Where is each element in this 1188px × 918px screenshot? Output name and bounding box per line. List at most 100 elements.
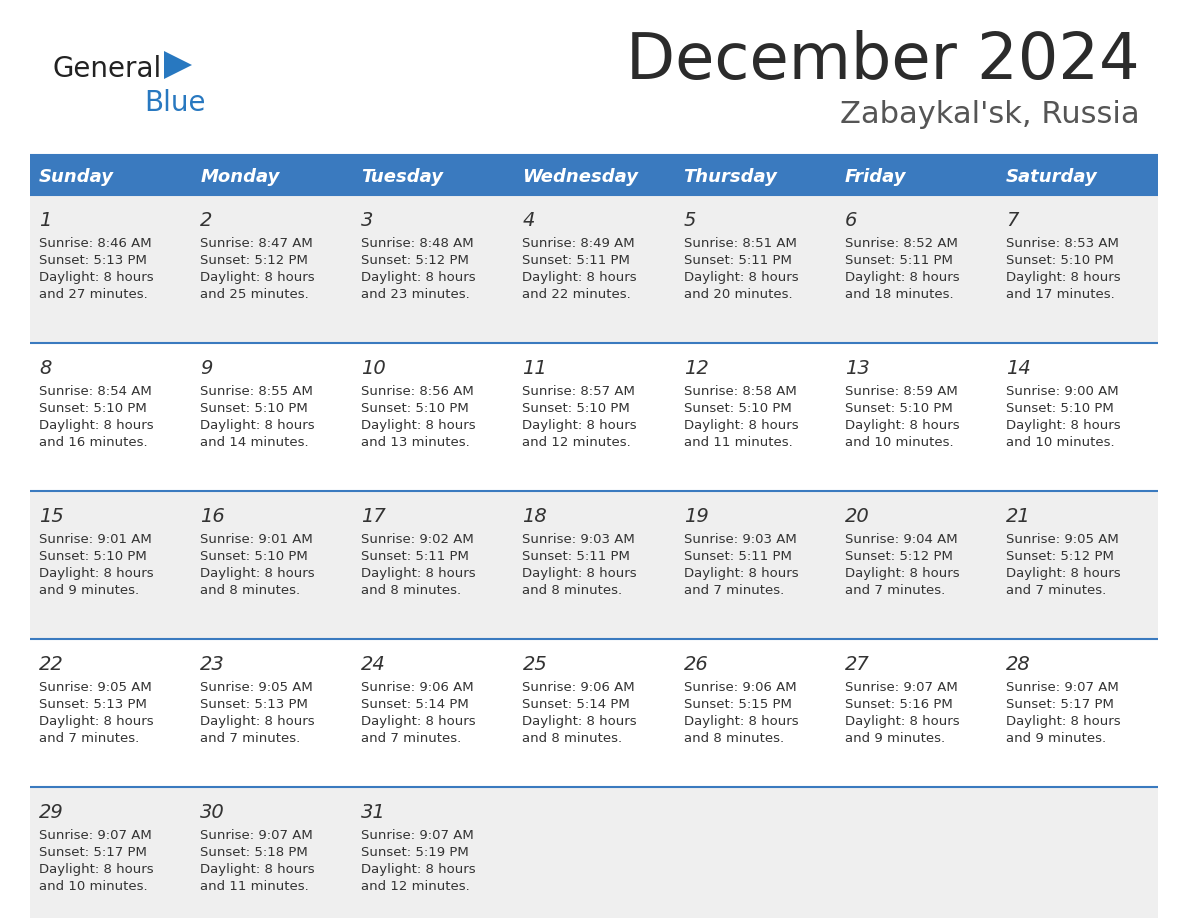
- Text: and 8 minutes.: and 8 minutes.: [200, 584, 301, 597]
- Text: Sunset: 5:11 PM: Sunset: 5:11 PM: [361, 550, 469, 563]
- Text: 28: 28: [1006, 655, 1031, 674]
- Text: and 11 minutes.: and 11 minutes.: [200, 880, 309, 893]
- Text: Daylight: 8 hours: Daylight: 8 hours: [683, 419, 798, 432]
- Text: and 20 minutes.: and 20 minutes.: [683, 288, 792, 301]
- Text: Sunrise: 9:06 AM: Sunrise: 9:06 AM: [361, 681, 474, 694]
- Text: Sunset: 5:11 PM: Sunset: 5:11 PM: [523, 254, 631, 267]
- Text: Daylight: 8 hours: Daylight: 8 hours: [845, 419, 960, 432]
- Text: and 10 minutes.: and 10 minutes.: [39, 880, 147, 893]
- Text: 23: 23: [200, 655, 225, 674]
- Text: Sunset: 5:17 PM: Sunset: 5:17 PM: [39, 846, 147, 859]
- Text: Sunrise: 9:05 AM: Sunrise: 9:05 AM: [1006, 533, 1119, 546]
- Text: Sunrise: 9:02 AM: Sunrise: 9:02 AM: [361, 533, 474, 546]
- Text: Sunrise: 8:54 AM: Sunrise: 8:54 AM: [39, 385, 152, 398]
- Text: Monday: Monday: [200, 168, 279, 186]
- Text: and 18 minutes.: and 18 minutes.: [845, 288, 953, 301]
- Text: Sunrise: 9:03 AM: Sunrise: 9:03 AM: [523, 533, 636, 546]
- Text: Sunrise: 8:59 AM: Sunrise: 8:59 AM: [845, 385, 958, 398]
- Bar: [835, 155, 997, 195]
- Bar: [675, 155, 835, 195]
- Text: 14: 14: [1006, 359, 1031, 378]
- Text: Sunday: Sunday: [39, 168, 114, 186]
- Text: Sunset: 5:10 PM: Sunset: 5:10 PM: [200, 550, 308, 563]
- Text: and 16 minutes.: and 16 minutes.: [39, 436, 147, 449]
- Text: Sunset: 5:14 PM: Sunset: 5:14 PM: [523, 698, 630, 711]
- Text: Sunset: 5:10 PM: Sunset: 5:10 PM: [845, 402, 953, 415]
- Text: and 7 minutes.: and 7 minutes.: [683, 584, 784, 597]
- Text: and 9 minutes.: and 9 minutes.: [39, 584, 139, 597]
- Text: Sunset: 5:13 PM: Sunset: 5:13 PM: [39, 698, 147, 711]
- Text: Daylight: 8 hours: Daylight: 8 hours: [39, 419, 153, 432]
- Text: Sunrise: 9:07 AM: Sunrise: 9:07 AM: [39, 829, 152, 842]
- Text: and 23 minutes.: and 23 minutes.: [361, 288, 470, 301]
- Bar: [513, 155, 675, 195]
- Text: Daylight: 8 hours: Daylight: 8 hours: [39, 567, 153, 580]
- Text: Sunset: 5:10 PM: Sunset: 5:10 PM: [523, 402, 630, 415]
- Bar: [30, 491, 1158, 639]
- Text: Sunset: 5:19 PM: Sunset: 5:19 PM: [361, 846, 469, 859]
- Text: Daylight: 8 hours: Daylight: 8 hours: [39, 715, 153, 728]
- Bar: [30, 787, 1158, 918]
- Text: Sunrise: 8:56 AM: Sunrise: 8:56 AM: [361, 385, 474, 398]
- Text: Daylight: 8 hours: Daylight: 8 hours: [1006, 567, 1120, 580]
- Text: Sunrise: 8:53 AM: Sunrise: 8:53 AM: [1006, 237, 1119, 250]
- Text: 25: 25: [523, 655, 548, 674]
- Text: Sunrise: 9:01 AM: Sunrise: 9:01 AM: [200, 533, 312, 546]
- Text: Daylight: 8 hours: Daylight: 8 hours: [683, 715, 798, 728]
- Bar: [997, 155, 1158, 195]
- Text: 31: 31: [361, 803, 386, 822]
- Text: Sunrise: 8:48 AM: Sunrise: 8:48 AM: [361, 237, 474, 250]
- Text: Sunrise: 9:07 AM: Sunrise: 9:07 AM: [1006, 681, 1119, 694]
- Bar: [353, 155, 513, 195]
- Text: 2: 2: [200, 211, 213, 230]
- Text: and 17 minutes.: and 17 minutes.: [1006, 288, 1114, 301]
- Text: 9: 9: [200, 359, 213, 378]
- Bar: [30, 343, 1158, 491]
- Text: Sunset: 5:15 PM: Sunset: 5:15 PM: [683, 698, 791, 711]
- Text: 10: 10: [361, 359, 386, 378]
- Text: Daylight: 8 hours: Daylight: 8 hours: [200, 271, 315, 284]
- Text: and 9 minutes.: and 9 minutes.: [1006, 732, 1106, 745]
- Text: Zabaykal'sk, Russia: Zabaykal'sk, Russia: [840, 100, 1140, 129]
- Text: and 11 minutes.: and 11 minutes.: [683, 436, 792, 449]
- Text: Tuesday: Tuesday: [361, 168, 443, 186]
- Text: Daylight: 8 hours: Daylight: 8 hours: [845, 715, 960, 728]
- Text: 8: 8: [39, 359, 51, 378]
- Text: and 8 minutes.: and 8 minutes.: [523, 584, 623, 597]
- Text: and 9 minutes.: and 9 minutes.: [845, 732, 944, 745]
- Text: 5: 5: [683, 211, 696, 230]
- Text: 19: 19: [683, 507, 708, 526]
- Text: and 7 minutes.: and 7 minutes.: [1006, 584, 1106, 597]
- Text: Sunrise: 9:04 AM: Sunrise: 9:04 AM: [845, 533, 958, 546]
- Text: Sunrise: 8:55 AM: Sunrise: 8:55 AM: [200, 385, 312, 398]
- Text: Daylight: 8 hours: Daylight: 8 hours: [1006, 419, 1120, 432]
- Text: Blue: Blue: [144, 89, 206, 117]
- Bar: [30, 639, 1158, 787]
- Text: Sunset: 5:10 PM: Sunset: 5:10 PM: [39, 402, 147, 415]
- Text: 7: 7: [1006, 211, 1018, 230]
- Text: Daylight: 8 hours: Daylight: 8 hours: [361, 419, 476, 432]
- Text: and 8 minutes.: and 8 minutes.: [523, 732, 623, 745]
- Text: Sunset: 5:10 PM: Sunset: 5:10 PM: [200, 402, 308, 415]
- Text: Sunset: 5:18 PM: Sunset: 5:18 PM: [200, 846, 308, 859]
- Text: and 12 minutes.: and 12 minutes.: [361, 880, 470, 893]
- Text: 27: 27: [845, 655, 870, 674]
- Text: 22: 22: [39, 655, 64, 674]
- Text: General: General: [52, 55, 162, 83]
- Text: Friday: Friday: [845, 168, 906, 186]
- Text: and 7 minutes.: and 7 minutes.: [361, 732, 461, 745]
- Text: Sunset: 5:11 PM: Sunset: 5:11 PM: [683, 550, 791, 563]
- Text: Daylight: 8 hours: Daylight: 8 hours: [1006, 715, 1120, 728]
- Text: Daylight: 8 hours: Daylight: 8 hours: [361, 567, 476, 580]
- Text: Sunrise: 8:52 AM: Sunrise: 8:52 AM: [845, 237, 958, 250]
- Text: Sunset: 5:16 PM: Sunset: 5:16 PM: [845, 698, 953, 711]
- Text: Daylight: 8 hours: Daylight: 8 hours: [523, 419, 637, 432]
- Text: Wednesday: Wednesday: [523, 168, 638, 186]
- Text: Daylight: 8 hours: Daylight: 8 hours: [523, 567, 637, 580]
- Text: Sunrise: 8:49 AM: Sunrise: 8:49 AM: [523, 237, 636, 250]
- Text: 30: 30: [200, 803, 225, 822]
- Text: Sunrise: 9:07 AM: Sunrise: 9:07 AM: [361, 829, 474, 842]
- Text: 21: 21: [1006, 507, 1031, 526]
- Text: Sunrise: 8:57 AM: Sunrise: 8:57 AM: [523, 385, 636, 398]
- Text: Sunset: 5:14 PM: Sunset: 5:14 PM: [361, 698, 469, 711]
